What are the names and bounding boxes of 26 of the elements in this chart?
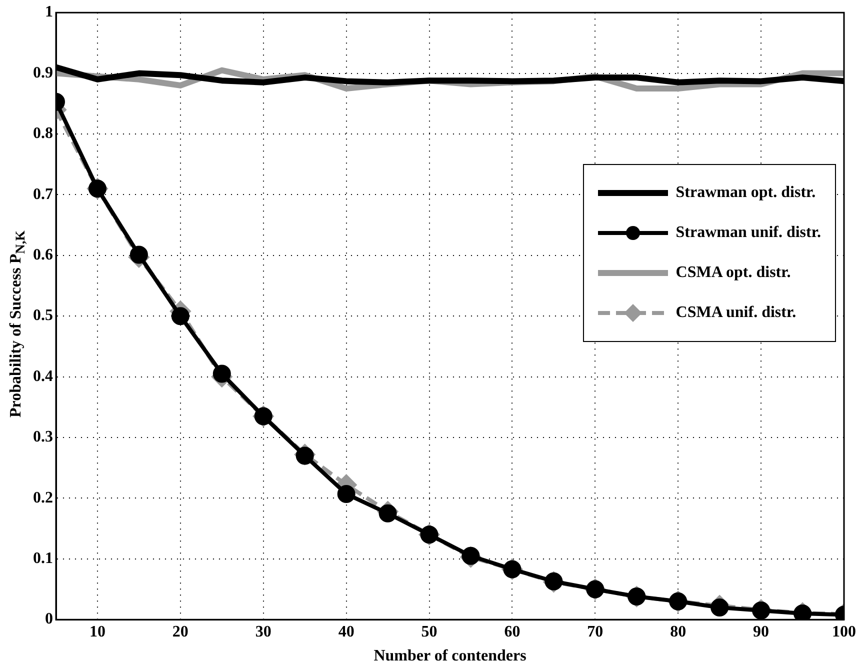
y-tick-label: 0.9 [33,64,53,82]
legend-label: CSMA opt. distr. [676,264,791,282]
y-tick-label: 0.5 [33,307,53,324]
y-tick-label: 0.1 [33,550,53,568]
x-tick-label: 70 [587,623,604,640]
x-tick-label: 60 [504,623,520,640]
legend-label: CSMA unif. distr. [676,304,796,322]
x-tick-label: 30 [255,623,272,640]
y-tick-label: 0 [45,610,53,628]
x-tick-label: 100 [832,623,856,640]
y-tick-label: 0.2 [33,489,53,506]
x-tick-label: 20 [172,623,188,640]
y-tick-label: 0.4 [33,368,53,385]
y-tick-label: 0.3 [33,428,53,446]
x-tick-label: 10 [89,623,106,640]
y-tick-label: 1 [45,4,53,21]
legend-label: Strawman unif. distr. [676,224,821,242]
legend-label: Strawman opt. distr. [676,184,816,202]
x-axis-title: Number of contenders [374,648,526,665]
x-tick-label: 80 [670,623,686,640]
y-tick-label: 0.6 [33,246,53,264]
x-tick-label: 50 [421,623,438,640]
y-tick-label: 0.8 [33,125,53,142]
x-tick-label: 90 [753,623,770,640]
y-tick-label: 0.7 [33,186,53,203]
x-tick-label: 40 [338,623,354,640]
